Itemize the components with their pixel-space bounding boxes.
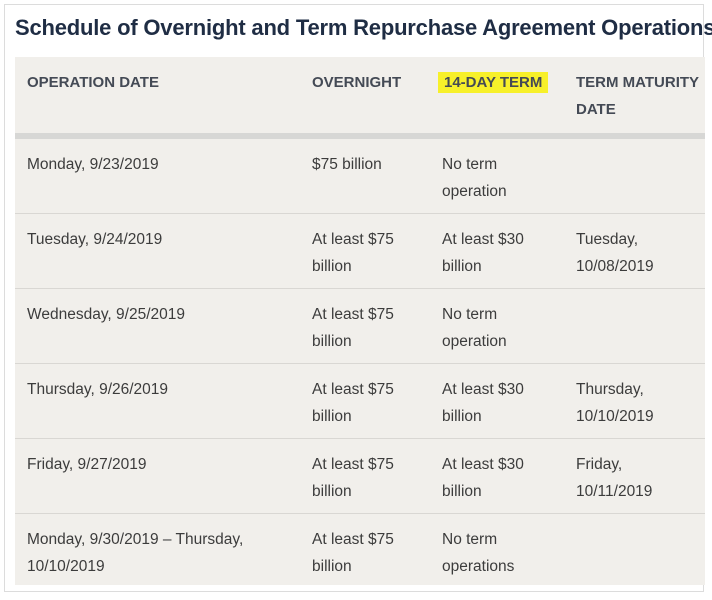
header-operation-date: OPERATION DATE — [27, 74, 159, 91]
cell-operation-date: Wednesday, 9/25/2019 — [27, 306, 185, 323]
header-term: 14-DAY TERM — [438, 69, 568, 96]
cell-overnight: At least $75 billion — [312, 306, 394, 350]
table-row: Thursday, 9/26/2019 At least $75 billion … — [15, 364, 705, 438]
cell-operation-date: Monday, 9/23/2019 — [27, 156, 159, 173]
table-row: Friday, 9/27/2019 At least $75 billion At… — [15, 439, 705, 513]
schedule-table: OPERATION DATE OVERNIGHT 14-DAY TERM TER… — [15, 57, 705, 585]
header-maturity-date: TERM MATURITY DATE — [576, 69, 704, 123]
cell-term: At least $30 billion — [442, 231, 524, 275]
cell-term: No term operation — [442, 156, 507, 200]
cell-term: At least $30 billion — [442, 456, 524, 500]
cell-overnight: At least $75 billion — [312, 381, 394, 425]
cell-maturity-date: Tuesday, 10/08/2019 — [576, 231, 654, 275]
row-divider — [15, 438, 705, 439]
row-divider — [15, 288, 705, 289]
row-divider — [15, 363, 705, 364]
page-title: Schedule of Overnight and Term Repurchas… — [15, 15, 712, 40]
cell-term: No term operation — [442, 306, 507, 350]
table-row: Tuesday, 9/24/2019 At least $75 billion A… — [15, 214, 705, 288]
cell-overnight: At least $75 billion — [312, 231, 394, 275]
table-row: Monday, 9/30/2019 – Thursday, 10/10/2019 … — [15, 514, 705, 585]
row-divider — [15, 513, 705, 514]
cell-overnight: $75 billion — [312, 156, 382, 173]
cell-operation-date: Monday, 9/30/2019 – Thursday, 10/10/2019 — [27, 531, 244, 575]
highlight-marker: 14-DAY TERM — [438, 72, 549, 93]
table-header-row: OPERATION DATE OVERNIGHT 14-DAY TERM TER… — [15, 57, 705, 133]
header-overnight: OVERNIGHT — [312, 74, 402, 91]
cell-term: At least $30 billion — [442, 381, 524, 425]
cell-operation-date: Friday, 9/27/2019 — [27, 456, 147, 473]
cell-operation-date: Thursday, 9/26/2019 — [27, 381, 169, 398]
cell-overnight: At least $75 billion — [312, 531, 394, 575]
cell-maturity-date: Thursday, 10/10/2019 — [576, 381, 654, 425]
row-divider — [15, 213, 705, 214]
table-row: Wednesday, 9/25/2019 At least $75 billion… — [15, 289, 705, 363]
content-frame: Schedule of Overnight and Term Repurchas… — [4, 4, 712, 592]
cell-maturity-date: Friday, 10/11/2019 — [576, 456, 653, 500]
header-maturity-line2: DATE — [576, 101, 616, 118]
header-divider — [15, 133, 705, 139]
cell-overnight: At least $75 billion — [312, 456, 394, 500]
header-maturity-line1: TERM MATURITY — [576, 74, 700, 91]
table-row: Monday, 9/23/2019 $75 billion No term ope… — [15, 139, 705, 213]
cell-operation-date: Tuesday, 9/24/2019 — [27, 231, 163, 248]
cell-term: No term operations — [442, 531, 515, 575]
